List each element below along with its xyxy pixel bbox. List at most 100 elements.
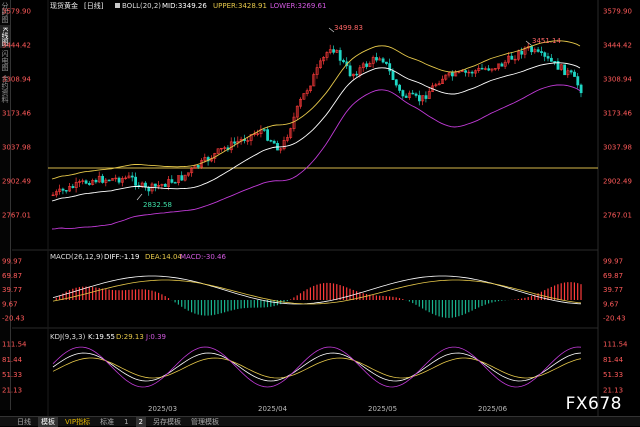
candle-body	[553, 61, 557, 63]
candle-body	[177, 175, 180, 183]
candle-body	[190, 168, 194, 174]
candle-body	[124, 177, 128, 179]
macd-value: MACD:-30.46	[180, 253, 226, 261]
right-tick-label: 39.77	[603, 286, 623, 294]
low-annotation: 2832.58	[143, 201, 172, 209]
boll-toggle-icon[interactable]	[115, 3, 120, 8]
candle-body	[394, 79, 398, 86]
right-tick-label: 51.33	[603, 371, 623, 379]
left-tick-label: 3308.94	[2, 76, 31, 84]
candle-body	[569, 70, 573, 73]
candle-body	[533, 49, 537, 53]
chart-canvas[interactable]: 现货黄金 [日线] BOLL(20,2) MID:3349.26 UPPER:3…	[0, 0, 640, 416]
candle-body	[510, 55, 514, 60]
kdj-d-line	[52, 357, 582, 379]
candle-body	[104, 179, 108, 183]
candle-body	[480, 67, 484, 70]
header-mid: MID:3349.26	[162, 2, 207, 10]
candle-body	[88, 183, 91, 185]
sidebar-item-kline[interactable]: K线图	[0, 25, 10, 48]
candle-body	[157, 185, 161, 187]
sidebar-item-contract[interactable]: 合约资料	[1, 74, 9, 103]
candle-body	[233, 141, 237, 144]
macd-histogram	[55, 282, 582, 318]
candle-body	[579, 84, 583, 94]
tab-page-1[interactable]: 1	[124, 417, 129, 426]
tab-template[interactable]: 模板	[38, 416, 58, 427]
candle-body	[58, 188, 62, 192]
sidebar-item-timeshare[interactable]: 分时图	[1, 2, 9, 23]
watermark-logo: FX678	[565, 394, 622, 414]
header-instrument: 现货黄金	[50, 1, 78, 10]
candle-body	[391, 70, 395, 81]
candle-body	[97, 175, 101, 183]
candle-body	[140, 182, 144, 187]
recent-high-marker-line	[525, 40, 532, 46]
kdj-k-line	[52, 352, 582, 382]
candle-body	[61, 188, 65, 191]
candle-body	[249, 134, 253, 141]
macd-dea: DEA:14.04	[145, 253, 182, 261]
header-upper: UPPER:3428.91	[213, 2, 267, 10]
candle-body	[167, 179, 171, 187]
candle-body	[398, 84, 402, 91]
right-tick-label: 3579.90	[603, 8, 632, 16]
date-label: 2025/03	[148, 405, 177, 413]
macd-axis-ticks: 99.97 99.97 69.87 69.87 39.77 39.77 9.67 9.67 -2…	[2, 258, 626, 323]
candle-body	[414, 93, 418, 96]
right-tick-label: 81.44	[603, 356, 624, 364]
save-template-button[interactable]: 另存模板	[153, 417, 182, 426]
candle-body	[130, 175, 134, 178]
candle-body	[559, 64, 563, 70]
left-tick-label: 51.33	[2, 371, 22, 379]
main-axis-ticks: 3579.90 3579.90 3444.42 3444.42 3308.94 3308.…	[2, 8, 632, 220]
candle-body	[342, 60, 345, 63]
candle-body	[229, 141, 233, 151]
candle-body	[269, 140, 273, 142]
candle-body	[411, 92, 415, 95]
candle-body	[107, 179, 111, 182]
candle-body	[285, 137, 289, 141]
right-tick-label: 3444.42	[603, 42, 632, 50]
candle-body	[91, 179, 95, 185]
candle-body	[361, 63, 365, 69]
candle-body	[335, 50, 339, 53]
candle-body	[543, 52, 547, 57]
left-tick-label: 39.77	[2, 286, 22, 294]
tab-page-2[interactable]: 2	[135, 416, 147, 427]
sidebar-item-flash[interactable]: 闪电图	[1, 49, 9, 71]
candle-body	[513, 58, 517, 61]
candle-body	[318, 60, 322, 68]
candle-body	[368, 63, 372, 67]
candle-body	[546, 56, 550, 59]
candle-body	[81, 180, 85, 182]
sidebar: 分时图 K线图 闪电图 合约资料	[0, 0, 11, 410]
candle-body	[309, 85, 312, 92]
candle-body	[187, 172, 190, 176]
tab-vip-indicator[interactable]: VIP指标	[65, 417, 91, 426]
left-tick-label: 81.44	[2, 356, 23, 364]
candle-body	[54, 191, 58, 196]
kdj-d: D:29.13	[116, 333, 144, 341]
candle-body	[173, 182, 177, 184]
kdj-k: K:19.55	[88, 333, 115, 341]
right-tick-label: 2767.01	[603, 212, 632, 220]
candle-body	[457, 71, 461, 73]
candle-body	[563, 64, 567, 76]
manage-template-button[interactable]: 管理模板	[191, 417, 220, 426]
high-annotation: 3499.83	[334, 24, 363, 32]
candle-body	[272, 140, 276, 144]
left-tick-label: 3173.46	[2, 110, 31, 118]
candle-body	[114, 177, 118, 180]
candle-body	[64, 190, 68, 192]
tab-daily[interactable]: 日线	[17, 417, 31, 426]
left-tick-label: 69.87	[2, 272, 22, 280]
candle-body	[282, 140, 286, 150]
candle-body	[503, 61, 507, 67]
candle-body	[51, 194, 55, 197]
tab-standard[interactable]: 标准	[100, 417, 115, 426]
candle-body	[464, 70, 468, 73]
kdj-title: KDJ(9,3,3)	[50, 333, 86, 341]
candle-body	[444, 74, 448, 80]
candle-body	[295, 105, 299, 118]
